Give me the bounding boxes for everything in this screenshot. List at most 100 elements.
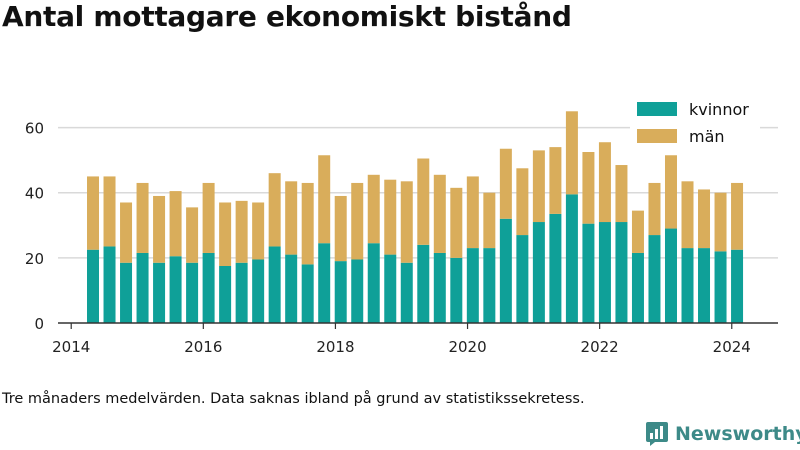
bar-kvinnor — [483, 248, 496, 323]
bar-kvinnor — [301, 264, 314, 323]
bar-kvinnor — [169, 256, 182, 323]
bar-kvinnor — [334, 261, 347, 323]
bar-man — [318, 155, 331, 244]
legend-label-man: män — [689, 127, 725, 146]
x-tick-label: 2014 — [52, 338, 90, 356]
bar-kvinnor — [202, 252, 215, 323]
bar-kvinnor — [268, 246, 281, 323]
bar-man — [516, 168, 529, 236]
bar-kvinnor — [664, 228, 677, 323]
bar-man — [87, 176, 100, 250]
x-tick-label: 2024 — [713, 338, 751, 356]
bar-kvinnor — [186, 262, 199, 323]
bar-man — [714, 192, 727, 252]
bar-man — [235, 200, 248, 263]
footnote: Tre månaders medelvärden. Data saknas ib… — [2, 391, 585, 407]
bar-kvinnor — [153, 262, 166, 323]
bar-kvinnor — [731, 249, 744, 323]
bar-man — [169, 191, 182, 257]
legend: kvinnor män — [630, 96, 760, 152]
bar-kvinnor — [532, 222, 545, 323]
bar-kvinnor — [598, 222, 611, 323]
y-tick-label: 0 — [34, 315, 44, 333]
bar-kvinnor — [219, 266, 232, 323]
bar-man — [285, 181, 298, 255]
bar-kvinnor — [235, 262, 248, 323]
brand-name: Newsworthy — [675, 423, 800, 445]
bar-kvinnor — [351, 259, 364, 323]
bar-man — [664, 155, 677, 229]
bar-kvinnor — [450, 257, 463, 323]
chart-title: Antal mottagare ekonomiskt bistånd — [2, 0, 572, 33]
bar-man — [268, 173, 281, 247]
bar-man — [499, 148, 512, 219]
bar-kvinnor — [565, 194, 578, 323]
bar-kvinnor — [466, 248, 479, 323]
bar-man — [334, 195, 347, 262]
bar-kvinnor — [103, 246, 116, 323]
bar-man — [219, 202, 232, 266]
stacked-bar-chart: 2014 2016 2018 2020 2022 2024 0 20 40 60 kvinnor… — [24, 96, 778, 356]
bar-man — [466, 176, 479, 249]
bar-kvinnor — [549, 213, 562, 323]
bar-man — [153, 195, 166, 263]
x-axis-ticks: 2014 2016 2018 2020 2022 2024 — [52, 323, 751, 356]
bar-kvinnor — [516, 235, 529, 323]
bar-kvinnor — [318, 243, 331, 323]
bar-kvinnor — [615, 222, 628, 323]
bar-man — [301, 182, 314, 265]
bar-man — [631, 210, 644, 253]
bar-man — [615, 165, 628, 223]
bar-man — [532, 150, 545, 223]
y-axis-ticks: 0 20 40 60 — [25, 120, 44, 333]
bar-kvinnor — [252, 259, 265, 323]
bar-man — [417, 158, 430, 245]
bar-man — [120, 202, 133, 263]
bar-kvinnor — [582, 223, 595, 323]
x-tick-label: 2016 — [184, 338, 222, 356]
bar-man — [351, 182, 364, 260]
legend-label-kvinnor: kvinnor — [689, 100, 749, 119]
bar-kvinnor — [136, 252, 149, 323]
bar-man — [433, 174, 446, 253]
bar-man — [367, 174, 380, 244]
bar-man — [598, 142, 611, 223]
bar-man — [103, 176, 116, 247]
legend-swatch-man — [637, 129, 677, 143]
bar-man — [681, 181, 694, 249]
bar-man — [450, 187, 463, 258]
bar-kvinnor — [87, 249, 100, 323]
bar-man — [483, 192, 496, 249]
bar-man — [136, 182, 149, 253]
bar-kvinnor — [698, 248, 711, 323]
legend-swatch-kvinnor — [637, 102, 677, 116]
bar-kvinnor — [499, 218, 512, 323]
y-tick-label: 60 — [25, 120, 44, 138]
x-tick-label: 2022 — [581, 338, 619, 356]
bar-kvinnor — [417, 244, 430, 323]
bar-kvinnor — [714, 251, 727, 323]
bar-kvinnor — [681, 248, 694, 323]
bar-man — [698, 189, 711, 249]
bars — [87, 111, 744, 323]
x-tick-label: 2018 — [316, 338, 354, 356]
bar-chart-chat-bubble-icon — [646, 422, 668, 446]
y-tick-label: 40 — [25, 185, 44, 203]
bar-man — [549, 147, 562, 214]
bar-kvinnor — [648, 235, 661, 323]
x-tick-label: 2020 — [448, 338, 486, 356]
bar-man — [582, 152, 595, 224]
bar-kvinnor — [285, 254, 298, 323]
bar-man — [202, 182, 215, 253]
bar-kvinnor — [120, 262, 133, 323]
bar-kvinnor — [433, 252, 446, 323]
bar-kvinnor — [367, 243, 380, 323]
bar-man — [400, 181, 413, 263]
bar-man — [186, 207, 199, 263]
bar-kvinnor — [400, 262, 413, 323]
bar-kvinnor — [631, 252, 644, 323]
bar-man — [565, 111, 578, 195]
brand: Newsworthy — [645, 420, 800, 448]
bar-man — [252, 202, 265, 260]
bar-man — [648, 182, 661, 236]
